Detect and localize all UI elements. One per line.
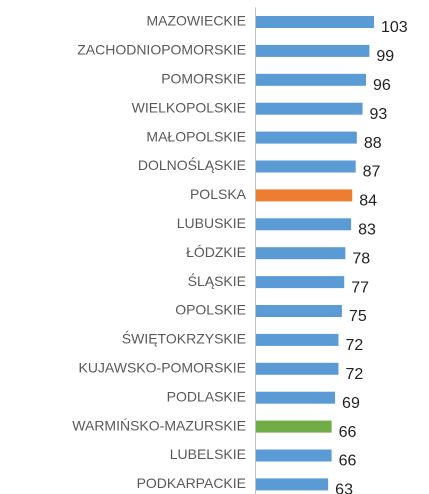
value-label: 72 <box>345 337 363 354</box>
bar <box>256 420 332 433</box>
bar <box>256 247 346 260</box>
bar <box>256 333 339 346</box>
category-label: POMORSKIE <box>161 71 246 87</box>
category-label: WARMIŃSKO-MAZURSKIE <box>72 417 246 433</box>
bar <box>256 16 374 28</box>
category-label: KUJAWSKO-POMORSKIE <box>78 360 246 376</box>
category-label: MAZOWIECKIE <box>146 13 246 29</box>
value-label: 93 <box>370 106 388 123</box>
category-label: MAŁOPOLSKIE <box>146 128 246 144</box>
value-label: 69 <box>342 395 360 412</box>
bar <box>256 73 366 86</box>
category-label: LUBUSKIE <box>177 215 246 231</box>
value-label: 77 <box>351 279 369 296</box>
bar <box>256 189 353 202</box>
category-label: PODKARPACKIE <box>137 475 246 491</box>
value-label: 103 <box>381 19 408 36</box>
category-label: DOLNOŚLĄSKIE <box>138 156 246 173</box>
category-label: WIELKOPOLSKIE <box>132 99 246 115</box>
category-label: ZACHODNIOPOMORSKIE <box>77 42 246 58</box>
bar <box>256 362 339 375</box>
bar <box>256 44 370 57</box>
value-label: 83 <box>358 222 376 239</box>
value-label: 84 <box>359 193 377 210</box>
bar <box>256 160 356 173</box>
bar <box>256 276 345 289</box>
category-label: ŁÓDZKIE <box>186 244 246 260</box>
value-label: 87 <box>363 164 381 181</box>
value-label: 63 <box>335 482 353 494</box>
value-label: 75 <box>349 308 367 325</box>
bar <box>256 102 363 115</box>
bar <box>256 131 357 144</box>
value-label: 88 <box>364 135 382 152</box>
value-label: 99 <box>376 48 394 65</box>
value-label: 78 <box>352 250 370 267</box>
category-label: POLSKA <box>190 186 247 202</box>
bar <box>256 449 332 462</box>
category-label: ŚLĄSKIE <box>188 272 246 289</box>
value-label: 72 <box>345 366 363 383</box>
value-label: 66 <box>339 424 357 441</box>
bar <box>256 305 342 317</box>
category-label: LUBELSKIE <box>170 446 246 462</box>
category-label: ŚWIĘTOKRZYSKIE <box>122 330 246 347</box>
value-label: 96 <box>373 77 391 94</box>
category-label: PODLASKIE <box>167 388 246 404</box>
category-label: OPOLSKIE <box>175 302 246 318</box>
bar <box>256 391 336 404</box>
bar <box>256 478 329 491</box>
bar <box>256 218 352 231</box>
value-label: 66 <box>339 453 357 470</box>
